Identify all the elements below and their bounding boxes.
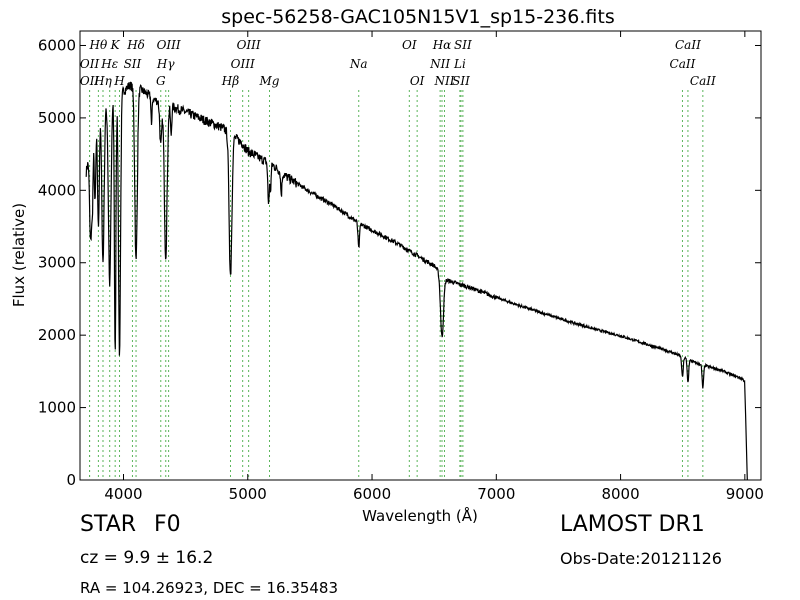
x-tick-label: 4000 — [104, 485, 142, 503]
marker-label: OIII — [157, 38, 181, 52]
marker-label: CaII — [675, 38, 701, 52]
marker-label: SII — [452, 74, 470, 88]
x-tick-label: 9000 — [726, 485, 764, 503]
y-axis-label: Flux (relative) — [10, 203, 28, 307]
x-tick-label: 7000 — [477, 485, 515, 503]
marker-label: NII — [429, 57, 450, 71]
object-classification: STAR F0 — [80, 512, 181, 537]
marker-label: H — [113, 74, 125, 88]
marker-label: OII — [80, 57, 100, 71]
marker-label: Hθ — [89, 38, 108, 52]
y-tick-label: 0 — [66, 471, 76, 489]
observation-date: Obs-Date:20121126 — [560, 549, 722, 568]
marker-label: OII — [80, 74, 100, 88]
x-tick-label: 8000 — [601, 485, 639, 503]
y-tick-label: 1000 — [38, 399, 76, 417]
marker-label: Hε — [100, 57, 118, 71]
x-tick-label: 6000 — [353, 485, 391, 503]
marker-label: SII — [124, 57, 142, 71]
spectral-line-markers: OII OII Hθ Hη Hε K H SII Hδ G Hγ OIII Hβ OIII OIII Mg Na… — [80, 38, 716, 480]
spectrum-line — [85, 81, 748, 481]
marker-label: OI — [410, 74, 425, 88]
marker-label: Hβ — [221, 74, 239, 88]
x-axis-ticks: 4000 5000 6000 7000 8000 9000 — [104, 31, 764, 503]
x-axis-label: Wavelength (Å) — [362, 506, 478, 525]
survey-name: LAMOST DR1 — [560, 512, 705, 537]
marker-label: Hγ — [156, 57, 175, 71]
y-tick-label: 3000 — [38, 254, 76, 272]
coordinates-readout: RA = 104.26923, DEC = 16.35483 — [80, 579, 339, 597]
marker-label: G — [156, 74, 166, 88]
y-tick-label: 2000 — [38, 326, 76, 344]
redshift-readout: cz = 9.9 ± 16.2 — [80, 548, 214, 568]
marker-label: Hδ — [126, 38, 145, 52]
marker-label: Hα — [432, 38, 452, 52]
marker-label: CaII — [690, 74, 716, 88]
marker-label: OI — [402, 38, 417, 52]
marker-label: Hη — [93, 74, 112, 88]
y-axis-ticks: 0 1000 2000 3000 4000 5000 6000 — [38, 36, 761, 489]
marker-label: SII — [454, 38, 472, 52]
marker-label: Li — [453, 57, 466, 71]
object-type: STAR — [80, 512, 137, 537]
x-tick-label: 5000 — [229, 485, 267, 503]
y-tick-label: 5000 — [38, 109, 76, 127]
marker-label: Na — [349, 57, 368, 71]
y-tick-label: 6000 — [38, 36, 76, 54]
object-subclass: F0 — [154, 512, 181, 537]
marker-label: CaII — [670, 57, 696, 71]
marker-label: OIII — [237, 38, 261, 52]
plot-frame — [79, 30, 762, 481]
marker-label: Mg — [259, 74, 280, 88]
y-tick-label: 4000 — [38, 181, 76, 199]
chart-title: spec-56258-GAC105N15V1_sp15-236.fits — [221, 6, 614, 28]
marker-label: NII — [433, 74, 454, 88]
marker-label: K — [110, 38, 121, 52]
marker-label: OIII — [231, 57, 255, 71]
